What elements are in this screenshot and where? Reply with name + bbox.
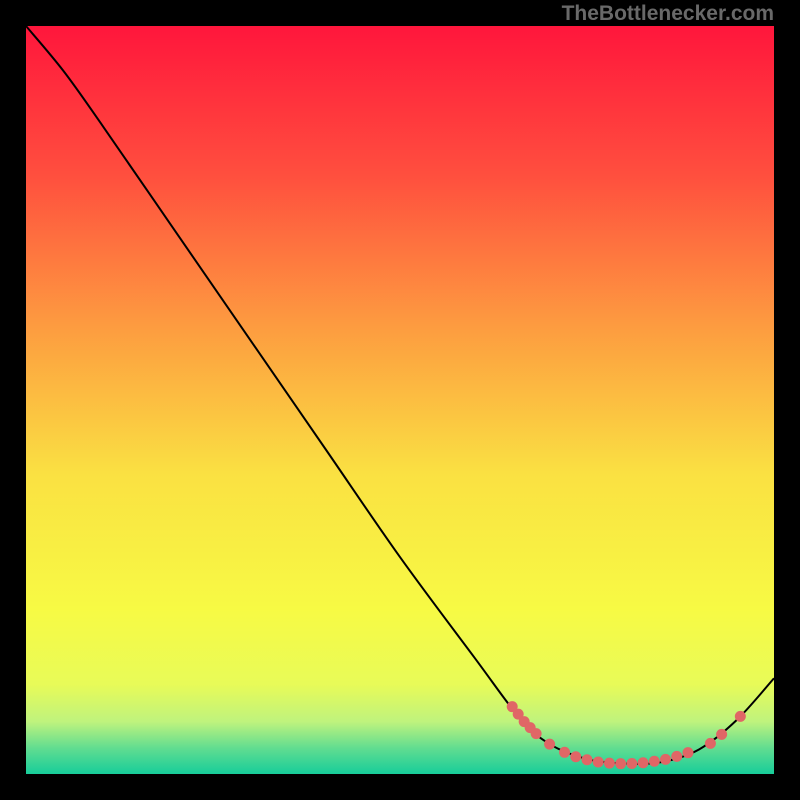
watermark-text: TheBottlenecker.com xyxy=(562,2,774,26)
marker-dot xyxy=(560,747,570,757)
marker-dot xyxy=(638,758,648,768)
marker-dot xyxy=(735,711,745,721)
marker-dot xyxy=(705,738,715,748)
marker-dot xyxy=(717,729,727,739)
gradient-rect xyxy=(26,26,774,774)
marker-dot xyxy=(604,758,614,768)
marker-dot xyxy=(582,755,592,765)
marker-dot xyxy=(531,729,541,739)
plot-area xyxy=(26,26,774,774)
marker-dot xyxy=(593,757,603,767)
marker-dot xyxy=(649,756,659,766)
marker-dot xyxy=(627,759,637,769)
marker-dot xyxy=(545,739,555,749)
marker-dot xyxy=(683,748,693,758)
marker-dot xyxy=(661,754,671,764)
marker-dot xyxy=(616,759,626,769)
marker-dot xyxy=(672,751,682,761)
chart-frame: TheBottlenecker.com xyxy=(0,0,800,800)
marker-dot xyxy=(571,752,581,762)
